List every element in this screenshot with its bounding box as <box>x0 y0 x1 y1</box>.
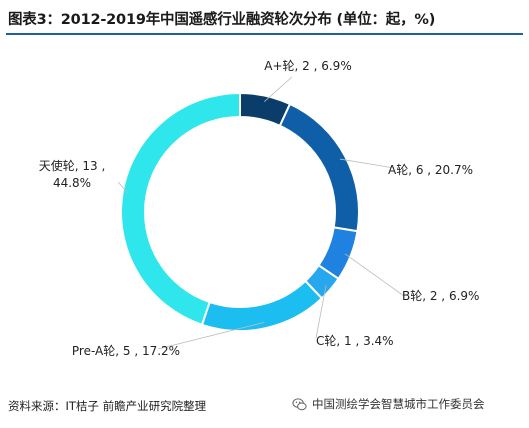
chart-title: 图表3：2012-2019年中国遥感行业融资轮次分布 (单位：起，%) <box>8 12 436 28</box>
footer-brand: 中国测绘学会智慧城市工作委员会 <box>292 396 485 412</box>
wechat-icon <box>292 397 307 410</box>
data-label-6: 天使轮, 13 , 44.8% <box>39 158 106 190</box>
leader-line-4 <box>315 285 327 339</box>
slice-6 <box>120 91 241 327</box>
title-divider <box>6 33 523 35</box>
leader-line-3 <box>344 253 405 297</box>
data-label-4: C轮, 1 , 3.4% <box>316 334 394 348</box>
leader-line-2 <box>339 158 395 169</box>
leader-line-1 <box>264 76 293 102</box>
data-label-2: A轮, 6 , 20.7% <box>388 163 473 177</box>
slice-2 <box>278 102 360 233</box>
data-label-5: Pre-A轮, 5 , 17.2% <box>72 344 180 358</box>
leader-line-5 <box>157 321 265 350</box>
source-note: 资料来源：IT桔子 前瞻产业研究院整理 <box>8 399 207 413</box>
leader-line-6 <box>117 181 129 194</box>
footer-brand-text: 中国测绘学会智慧城市工作委员会 <box>312 397 485 411</box>
data-label-1: A+轮, 2 , 6.9% <box>264 59 351 73</box>
slice-5 <box>200 279 324 332</box>
data-label-3: B轮, 2 , 6.9% <box>402 289 479 303</box>
